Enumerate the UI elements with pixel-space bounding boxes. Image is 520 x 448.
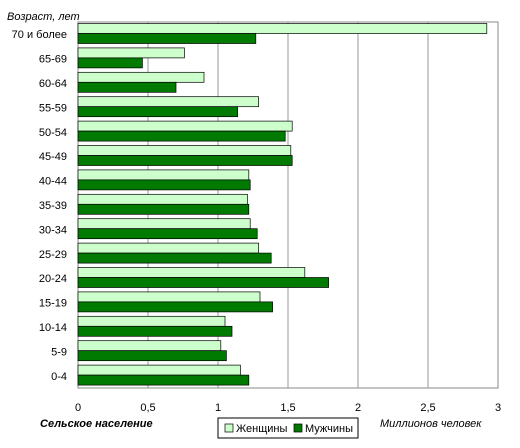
- bar-women: [77, 267, 306, 278]
- bar-women: [77, 96, 259, 108]
- category-label: 55-59: [39, 102, 67, 114]
- category-label: 20-24: [39, 273, 67, 285]
- category-label: 45-49: [39, 151, 67, 163]
- bar-women: [77, 145, 292, 156]
- bar-women: [77, 71, 205, 83]
- category-label: 10-14: [39, 322, 67, 334]
- bar-men: [77, 228, 258, 240]
- bar-men: [77, 81, 177, 93]
- x-tick-label: 1: [215, 402, 221, 414]
- legend-swatch-women: [224, 423, 234, 433]
- x-tick-label: 2,5: [420, 402, 435, 414]
- category-label: 0-4: [51, 371, 67, 383]
- bar-men: [77, 277, 329, 288]
- bar-women: [77, 218, 251, 230]
- bar-women: [77, 169, 250, 181]
- chart-caption: Сельское население: [40, 418, 153, 430]
- bar-women: [77, 364, 241, 376]
- category-label: 30-34: [39, 224, 67, 236]
- bar-women: [77, 120, 293, 132]
- x-tick-label: 0: [75, 402, 81, 414]
- category-label: 40-44: [39, 176, 67, 188]
- category-label: 70 и более: [12, 29, 67, 41]
- x-tick-labels: 0 0,5 1 1,5 2 2,5 3: [75, 402, 501, 414]
- bar-women: [77, 47, 185, 59]
- bar-men: [77, 155, 293, 166]
- legend-label-men: Мужчины: [305, 423, 353, 435]
- x-tick-label: 0,5: [140, 402, 155, 414]
- category-label: 50-54: [39, 127, 67, 139]
- category-label: 5-9: [51, 346, 67, 358]
- bar-men: [77, 203, 250, 215]
- category-label: 65-69: [39, 54, 67, 66]
- bar-men: [77, 252, 272, 264]
- legend-label-women: Женщины: [236, 423, 287, 435]
- bar-men: [77, 130, 286, 142]
- bar-women: [77, 23, 488, 34]
- bar-men: [77, 57, 143, 69]
- legend-box: [217, 417, 359, 439]
- y-axis-title: Возраст, лет: [7, 11, 80, 23]
- x-tick-label: 2: [355, 402, 361, 414]
- bar-women: [77, 193, 248, 205]
- category-label: 60-64: [39, 78, 67, 90]
- bar-men: [77, 325, 233, 337]
- bar-men: [77, 350, 227, 362]
- category-label: 15-19: [39, 298, 67, 310]
- category-labels: 70 и более 65-69 60-64 55-59 50-54 45-49 40-44…: [12, 29, 67, 383]
- bar-women: [77, 340, 222, 352]
- bar-women: [77, 315, 226, 327]
- category-label: 35-39: [39, 200, 67, 212]
- bars: [77, 23, 488, 386]
- bar-women: [77, 242, 259, 254]
- bar-men: [77, 179, 251, 191]
- bar-men: [77, 106, 238, 118]
- x-tick-label: 3: [495, 402, 501, 414]
- category-label: 25-29: [39, 249, 67, 261]
- bar-men: [77, 374, 250, 386]
- legend: Женщины Мужчины: [217, 417, 359, 439]
- x-tick-label: 1,5: [280, 402, 295, 414]
- legend-swatch-men: [293, 423, 303, 433]
- x-axis-title: Миллионов человек: [380, 418, 482, 430]
- bar-men: [77, 301, 273, 313]
- bar-women: [77, 291, 261, 303]
- bar-men: [77, 33, 257, 44]
